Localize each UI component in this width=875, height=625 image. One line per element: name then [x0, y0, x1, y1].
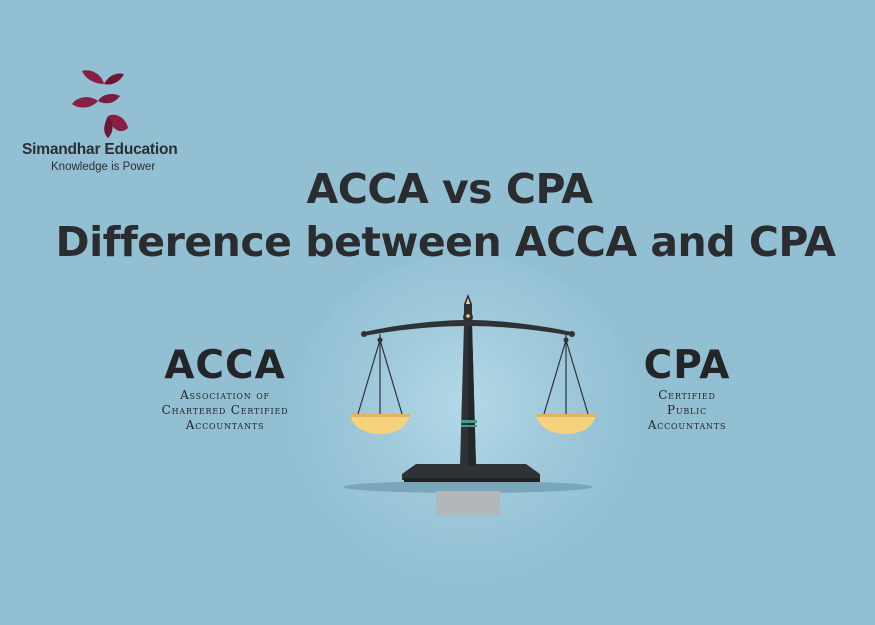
acca-abbreviation: ACCA [164, 343, 286, 388]
cpa-full-line-3: Accountants [647, 418, 727, 432]
balance-scale-icon [343, 294, 596, 515]
headline-line-2: Difference between ACCA and CPA [55, 218, 836, 266]
cpa-full-line-1: Certified [658, 388, 716, 402]
cpa-block: CPA Certified Public Accountants [612, 344, 762, 433]
brand-logo: Simandhar Education Knowledge is Power [22, 68, 202, 178]
headline-line-1: ACCA vs CPA [306, 165, 593, 213]
acca-full-line-3: Accountants [185, 418, 265, 432]
cpa-full-line-2: Public [666, 403, 708, 417]
acca-full-line-1: Association of [180, 388, 270, 402]
leaf-petals-logo-icon [72, 70, 128, 138]
brand-name: Simandhar Education [22, 141, 178, 158]
acca-block: ACCA Association of Chartered Certified … [140, 344, 310, 433]
acca-full-line-2: Chartered Certified [161, 403, 289, 417]
balance-scale-illustration [330, 290, 630, 524]
cpa-abbreviation: CPA [643, 343, 731, 388]
brand-tagline: Knowledge is Power [51, 161, 156, 173]
